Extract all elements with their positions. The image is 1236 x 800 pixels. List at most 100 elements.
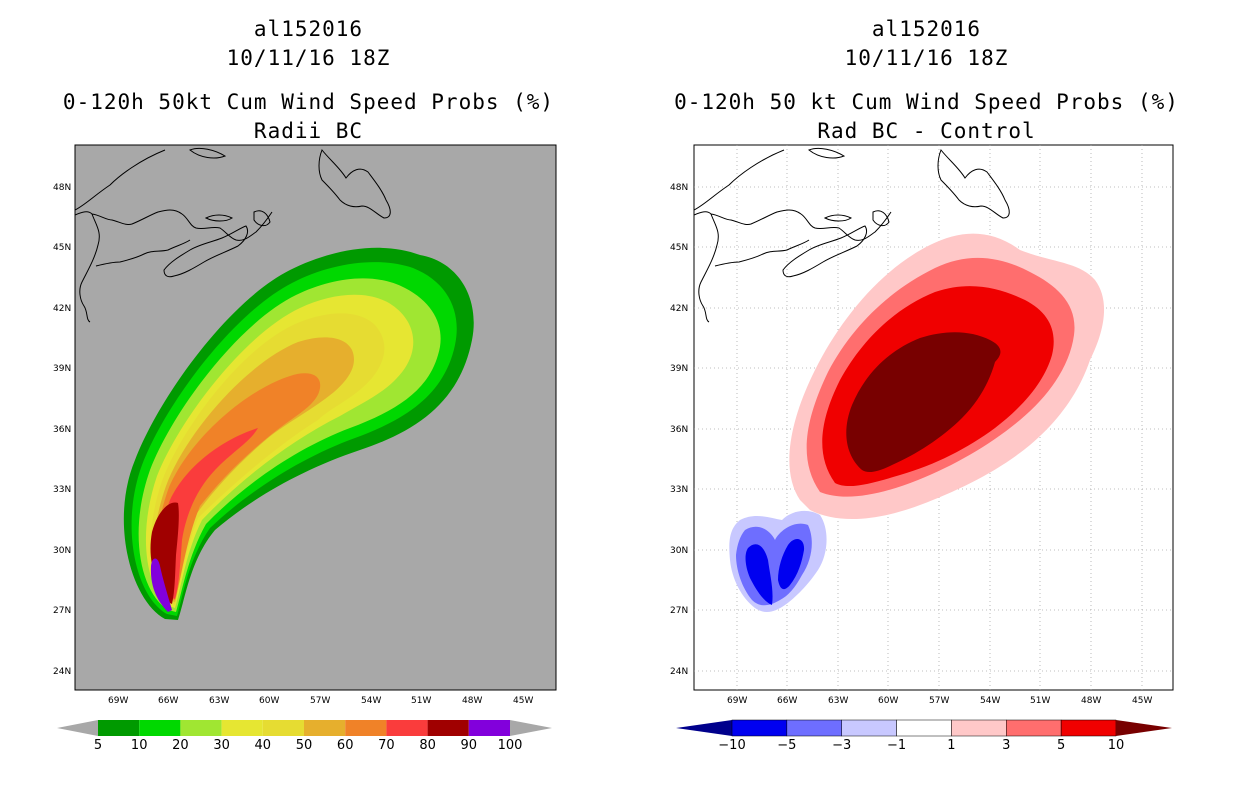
- left-colorbar-swatch: [180, 720, 222, 736]
- lon-label: 66W: [777, 696, 797, 706]
- lon-label: 57W: [929, 696, 949, 706]
- left-colorbar-label: 50: [296, 738, 313, 753]
- left-colorbar-swatch: [386, 720, 428, 736]
- lat-label: 33N: [670, 485, 688, 495]
- left-colorbar-label: 10: [131, 738, 148, 753]
- left-colorbar-swatch: [139, 720, 181, 736]
- right-coastline-cape-breton: [872, 210, 890, 227]
- left-colorbar-label: 90: [461, 738, 478, 753]
- left-subtitle: Radii BC: [253, 119, 364, 143]
- right-coastline-newfoundland: [937, 149, 1010, 219]
- right-coastline-anticosti: [808, 147, 846, 159]
- lat-label: 30N: [670, 546, 688, 556]
- right-date: 10/11/16 18Z: [844, 46, 1009, 70]
- right-panel-title: al152016 10/11/16 18Z 0-120h 50 kt Cum W…: [674, 15, 1179, 146]
- right-colorbar-swatch: [1006, 719, 1062, 737]
- right-colorbar-label: −5: [777, 738, 796, 753]
- lat-label: 24N: [53, 667, 71, 677]
- left-coastlines: [75, 147, 391, 323]
- right-title-text: 0-120h 50 kt Cum Wind Speed Probs (%): [674, 90, 1179, 114]
- right-colorbar-label: 5: [1057, 738, 1065, 753]
- right-lon-ticks: 69W 66W 63W 60W 57W 54W 51W 48W 45W: [727, 696, 1152, 706]
- left-panel-title: al152016 10/11/16 18Z 0-120h 50kt Cum Wi…: [56, 15, 561, 146]
- right-colorbar-label: −10: [718, 738, 745, 753]
- left-colorbar-swatch: [262, 720, 304, 736]
- lat-label: 36N: [670, 425, 688, 435]
- right-coastline-pei: [823, 214, 852, 222]
- left-coastline-mainland: [75, 149, 273, 323]
- left-date: 10/11/16 18Z: [226, 46, 391, 70]
- diff-contour-10: [846, 332, 1001, 473]
- left-colorbar: 5 10 20 30 40 50 60 70 80 90 100: [57, 720, 552, 753]
- right-colorbar-label: 1: [947, 738, 955, 753]
- right-colorbar-label: 3: [1002, 738, 1010, 753]
- lat-label: 24N: [670, 667, 688, 677]
- right-colorbar-swatch: [841, 719, 897, 737]
- lon-label: 60W: [878, 696, 898, 706]
- lat-label: 27N: [53, 606, 71, 616]
- left-coastline-newfoundland: [318, 149, 391, 219]
- lon-label: 51W: [1030, 696, 1050, 706]
- left-colorbar-label: 60: [337, 738, 354, 753]
- left-coastline-cape-breton: [253, 210, 271, 227]
- left-colorbar-swatch: [427, 720, 469, 736]
- left-colorbar-label: 70: [378, 738, 395, 753]
- lon-label: 48W: [1081, 696, 1101, 706]
- lon-label: 60W: [259, 696, 279, 706]
- left-colorbar-label: 5: [94, 738, 102, 753]
- left-map: 48N 45N 42N 39N 36N 33N 30N 27N 24N 69W …: [53, 144, 557, 706]
- left-colorbar-label: 30: [213, 738, 230, 753]
- right-colorbar-label: −3: [832, 738, 851, 753]
- right-colorbar-extend-high: [1116, 720, 1172, 736]
- lat-label: 42N: [670, 304, 688, 314]
- right-colorbar-label: −1: [887, 738, 906, 753]
- lat-label: 27N: [670, 606, 688, 616]
- right-lat-ticks: 48N 45N 42N 39N 36N 33N 30N 27N 24N: [670, 183, 688, 677]
- right-colorbar-swatch: [786, 719, 842, 737]
- right-colorbar-label: 10: [1108, 738, 1125, 753]
- right-colorbar-swatch: [1060, 719, 1117, 737]
- lat-label: 39N: [670, 364, 688, 374]
- left-colorbar-swatch: [98, 720, 140, 736]
- lat-label: 48N: [670, 183, 688, 193]
- lat-label: 48N: [53, 183, 71, 193]
- lon-label: 51W: [411, 696, 431, 706]
- lon-label: 69W: [727, 696, 747, 706]
- lat-label: 33N: [53, 485, 71, 495]
- lat-label: 45N: [670, 243, 688, 253]
- right-subtitle: Rad BC - Control: [817, 119, 1036, 143]
- lon-label: 69W: [108, 696, 128, 706]
- right-colorbar-swatch: [731, 719, 788, 737]
- contour-90: [150, 558, 172, 612]
- lon-label: 63W: [209, 696, 229, 706]
- right-map: 48N 45N 42N 39N 36N 33N 30N 27N 24N 69W …: [670, 144, 1174, 706]
- left-coastline-anticosti: [189, 147, 227, 159]
- right-difference-contours: [729, 233, 1105, 612]
- left-colorbar-label: 100: [498, 738, 523, 753]
- left-colorbar-label: 80: [419, 738, 436, 753]
- lat-label: 39N: [53, 364, 71, 374]
- right-colorbar-extend-low: [676, 720, 732, 736]
- lon-label: 57W: [310, 696, 330, 706]
- lon-label: 48W: [462, 696, 482, 706]
- left-coastline-pei: [204, 214, 233, 222]
- lat-label: 42N: [53, 304, 71, 314]
- lat-label: 30N: [53, 546, 71, 556]
- left-colorbar-label: 20: [172, 738, 189, 753]
- right-colorbar-swatch: [896, 719, 952, 737]
- left-probability-contours: [123, 247, 474, 620]
- colorbar-extend-high: [510, 720, 552, 736]
- lon-label: 54W: [980, 696, 1000, 706]
- left-colorbar-swatch: [221, 720, 263, 736]
- right-coastline-nova-scotia: [782, 225, 868, 278]
- right-storm-id: al152016: [871, 17, 982, 41]
- lon-label: 66W: [158, 696, 178, 706]
- right-colorbar: −10 −5 −3 −1 1 3 5 10: [676, 719, 1172, 753]
- left-lat-ticks: 48N 45N 42N 39N 36N 33N 30N 27N 24N: [53, 183, 71, 677]
- lon-label: 63W: [828, 696, 848, 706]
- left-coastline-nova-scotia: [163, 225, 249, 278]
- lon-label: 45W: [513, 696, 533, 706]
- right-coastline-mainland: [694, 149, 892, 323]
- left-colorbar-swatch: [468, 720, 510, 736]
- left-colorbar-swatch: [345, 720, 387, 736]
